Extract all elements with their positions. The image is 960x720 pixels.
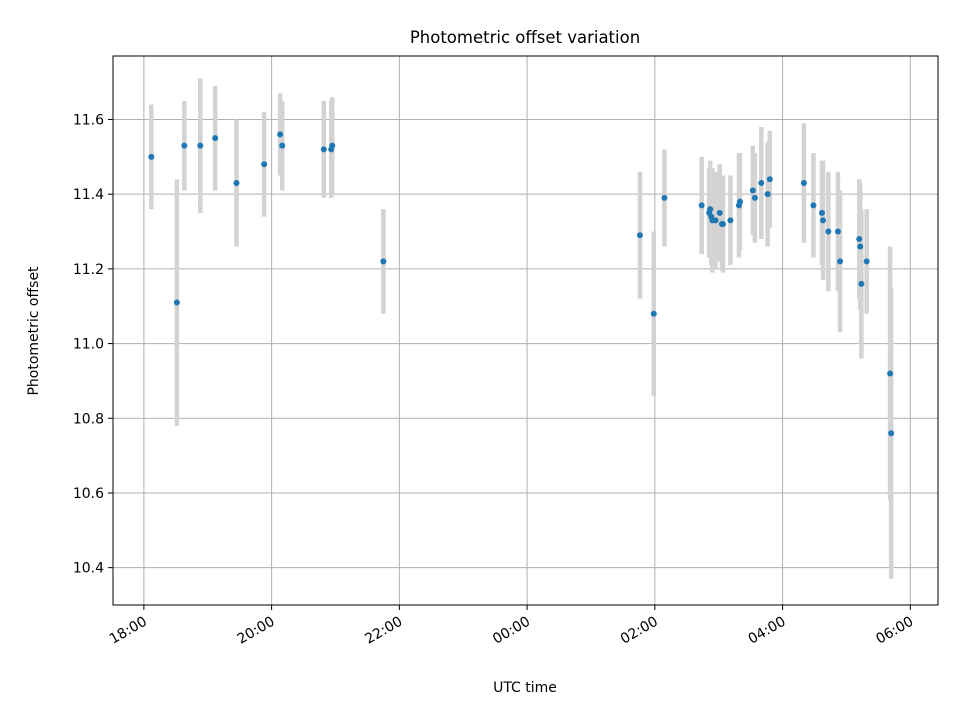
y-tick-label: 10.8 [73, 411, 104, 427]
data-point [888, 430, 895, 437]
data-point [820, 217, 827, 224]
data-point [837, 258, 844, 265]
data-point [856, 236, 863, 242]
data-point [857, 243, 864, 250]
data-point [320, 146, 327, 153]
y-tick-label: 11.4 [73, 187, 104, 203]
data-point [810, 202, 817, 209]
data-point [279, 142, 286, 149]
y-tick-label: 11.6 [73, 112, 104, 128]
data-point [636, 232, 643, 239]
data-point [173, 299, 180, 306]
data-point [719, 221, 726, 228]
plot-frame [112, 55, 939, 606]
chart-title: Photometric offset variation [410, 28, 640, 47]
data-point [277, 131, 284, 138]
data-points [148, 131, 895, 437]
data-point [329, 142, 336, 149]
data-point [764, 191, 771, 198]
data-point [181, 142, 188, 149]
data-point [858, 280, 865, 287]
data-point [749, 187, 756, 194]
data-point [863, 258, 870, 265]
data-point [800, 179, 807, 186]
data-point [380, 258, 387, 265]
data-point [712, 217, 719, 224]
data-point [751, 194, 758, 201]
y-axis-label: Photometric offset [26, 266, 42, 396]
y-tick-label: 10.4 [73, 561, 104, 577]
grid [113, 56, 938, 605]
data-point [825, 228, 832, 235]
data-point [212, 135, 219, 142]
y-axis: 10.4 10.6 10.8 11.0 11.2 11.4 11.6 [73, 112, 113, 577]
data-point [834, 228, 841, 235]
data-point [818, 209, 825, 216]
data-point [707, 206, 714, 213]
data-point [148, 153, 155, 160]
data-point [261, 161, 268, 168]
data-point [698, 202, 705, 209]
data-point [727, 217, 734, 224]
y-tick-label: 10.6 [73, 486, 104, 502]
data-point [716, 209, 723, 216]
data-point [661, 194, 668, 201]
y-tick-label: 11.0 [73, 337, 104, 353]
data-point [233, 179, 240, 186]
data-point [887, 370, 894, 377]
data-point [758, 179, 765, 186]
data-point [737, 198, 743, 205]
data-point [197, 142, 204, 149]
x-axis-label: UTC time [493, 680, 557, 696]
data-point [650, 310, 657, 317]
y-tick-label: 11.2 [73, 262, 104, 278]
data-point [766, 176, 773, 183]
